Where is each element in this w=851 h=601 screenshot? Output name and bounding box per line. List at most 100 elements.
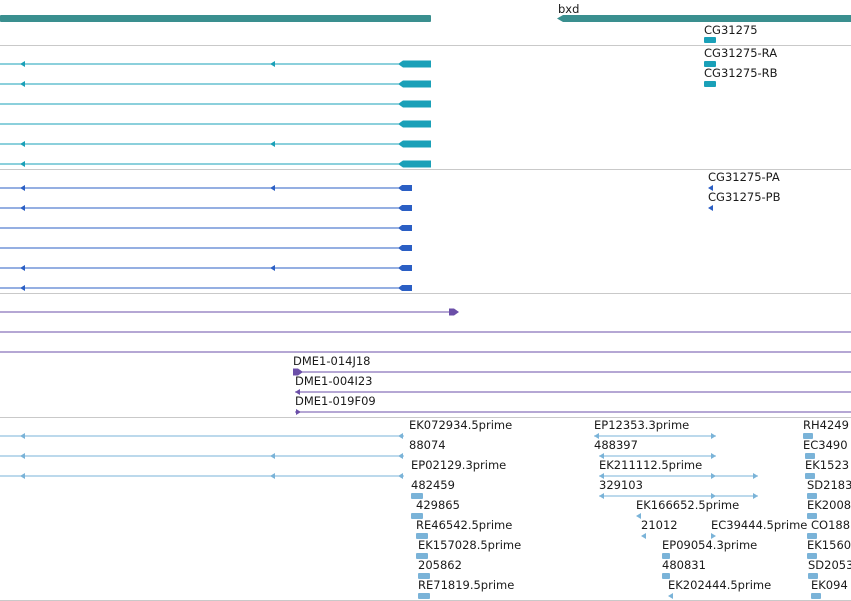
strand-arrow-icon — [668, 593, 673, 599]
protein-label[interactable]: CG31275-PA — [708, 170, 780, 184]
transcript-feature[interactable] — [704, 61, 716, 67]
est-block[interactable] — [662, 553, 670, 559]
strand-arrow-icon — [270, 453, 275, 459]
exon-block[interactable] — [398, 120, 431, 128]
est-label[interactable]: EP02129.3prime — [411, 458, 507, 472]
strand-arrow-icon — [398, 433, 403, 439]
transcript-label[interactable]: CG31275-RA — [704, 46, 778, 60]
est-block[interactable] — [807, 553, 817, 559]
strand-arrow-icon — [708, 185, 713, 191]
track-separator — [0, 45, 851, 46]
est-label[interactable]: EK1523 — [805, 458, 850, 472]
exon-block[interactable] — [398, 140, 431, 148]
strand-arrow-icon — [711, 533, 716, 539]
pcr-product-label[interactable]: DME1-004I23 — [295, 374, 373, 388]
est-block[interactable] — [811, 593, 821, 599]
est-label[interactable]: SD2183 — [807, 478, 851, 492]
strand-arrow-icon — [711, 493, 716, 499]
cds-block[interactable] — [398, 285, 412, 291]
cds-block[interactable] — [398, 205, 412, 211]
strand-arrow-icon — [20, 141, 25, 147]
gene-bar[interactable] — [0, 15, 431, 22]
strand-arrow-icon — [296, 409, 301, 415]
est-label[interactable]: 88074 — [409, 438, 446, 452]
strand-arrow-icon — [711, 473, 716, 479]
track-separator — [0, 417, 851, 418]
transcript-feature[interactable] — [704, 81, 716, 87]
est-label[interactable]: 21012 — [641, 518, 678, 532]
est-block[interactable] — [807, 513, 817, 519]
strand-arrow-icon — [20, 61, 25, 67]
est-label[interactable]: EK072934.5prime — [409, 418, 513, 432]
strand-arrow-icon — [636, 513, 641, 519]
est-label[interactable]: EK157028.5prime — [418, 538, 522, 552]
protein-label[interactable]: CG31275-PB — [708, 190, 781, 204]
exon-block[interactable] — [398, 80, 431, 88]
est-label[interactable]: RE46542.5prime — [416, 518, 513, 532]
pcr-product-label[interactable]: DME1-014J18 — [293, 354, 371, 368]
strand-arrow-icon — [599, 453, 604, 459]
est-label[interactable]: 205862 — [418, 558, 462, 572]
strand-arrow-icon — [398, 473, 403, 479]
est-block[interactable] — [411, 513, 423, 519]
est-block[interactable] — [807, 493, 817, 499]
strand-arrow-icon — [711, 453, 716, 459]
pcr-product-label[interactable]: DME1-019F09 — [295, 394, 376, 408]
strand-arrow-icon — [20, 285, 25, 291]
est-label[interactable]: EK202444.5prime — [668, 578, 772, 592]
cds-block[interactable] — [398, 265, 412, 271]
strand-arrow-icon — [270, 473, 275, 479]
est-label[interactable]: EK094 — [811, 578, 848, 592]
est-label[interactable]: RH4249 — [803, 418, 849, 432]
est-label[interactable]: CO188 — [811, 518, 851, 532]
pcr-block[interactable] — [449, 308, 459, 316]
est-label[interactable]: EC39444.5prime — [711, 518, 808, 532]
exon-block[interactable] — [398, 60, 431, 68]
est-block[interactable] — [418, 593, 430, 599]
strand-arrow-icon — [708, 205, 713, 211]
gene-feature[interactable] — [704, 37, 716, 43]
est-label[interactable]: EC3490 — [803, 438, 848, 452]
cds-block[interactable] — [398, 245, 412, 251]
est-label[interactable]: SD2053 — [808, 558, 851, 572]
est-label[interactable]: EP12353.3prime — [594, 418, 690, 432]
strand-arrow-icon — [641, 533, 646, 539]
strand-arrow-icon — [20, 473, 25, 479]
est-block[interactable] — [805, 473, 815, 479]
transcript-label[interactable]: CG31275-RB — [704, 66, 778, 80]
strand-arrow-icon — [270, 265, 275, 271]
est-block[interactable] — [808, 573, 818, 579]
est-block[interactable] — [418, 573, 430, 579]
cds-block[interactable] — [398, 185, 412, 191]
strand-arrow-icon — [599, 473, 604, 479]
gene-label[interactable]: CG31275 — [704, 23, 758, 37]
track-separator — [0, 293, 851, 294]
est-block[interactable] — [662, 573, 670, 579]
est-label[interactable]: 482459 — [411, 478, 455, 492]
est-block[interactable] — [805, 453, 815, 459]
strand-arrow-icon — [270, 185, 275, 191]
est-label[interactable]: EK1560 — [807, 538, 851, 552]
est-label[interactable]: 480831 — [662, 558, 706, 572]
est-label[interactable]: EK166652.5prime — [636, 498, 740, 512]
exon-block[interactable] — [398, 160, 431, 168]
est-block[interactable] — [807, 533, 817, 539]
est-block[interactable] — [416, 553, 428, 559]
est-label[interactable]: 488397 — [594, 438, 638, 452]
pcr-block[interactable] — [293, 368, 303, 376]
strand-arrow-icon — [20, 185, 25, 191]
est-block[interactable] — [411, 493, 423, 499]
gene-bar-bxd[interactable] — [557, 15, 851, 22]
est-label[interactable]: EK2008 — [807, 498, 851, 512]
est-block[interactable] — [803, 433, 813, 439]
cds-block[interactable] — [398, 225, 412, 231]
est-block[interactable] — [416, 533, 428, 539]
est-label[interactable]: 329103 — [599, 478, 643, 492]
gene-label-bxd[interactable]: bxd — [558, 2, 580, 16]
est-label[interactable]: EK211112.5prime — [599, 458, 703, 472]
est-label[interactable]: EP09054.3prime — [662, 538, 758, 552]
est-label[interactable]: RE71819.5prime — [418, 578, 515, 592]
est-label[interactable]: 429865 — [416, 498, 460, 512]
exon-block[interactable] — [398, 100, 431, 108]
